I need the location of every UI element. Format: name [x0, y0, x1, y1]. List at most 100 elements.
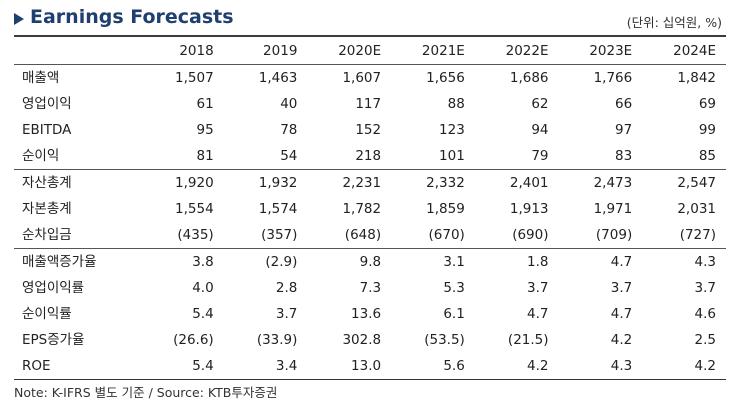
- column-header: 2019: [223, 37, 308, 65]
- table-cell: 3.7: [694, 280, 716, 296]
- row-label: 자산총계: [22, 175, 72, 191]
- table-cell: 79: [474, 143, 559, 170]
- column-header: [14, 37, 140, 65]
- table-cell: 94: [531, 122, 549, 138]
- table-cell: 3.7: [275, 306, 298, 322]
- table-cell: (709): [558, 222, 643, 249]
- table-cell: 5.4: [140, 353, 224, 380]
- table-cell: 2.8: [275, 280, 298, 296]
- table-cell: 40: [280, 96, 298, 112]
- earnings-table: 2018 2019 2020E 2021E 2022E 2023E 2024E …: [14, 37, 726, 380]
- table-cell: 3.7: [527, 280, 549, 296]
- table-cell: 123: [439, 122, 465, 138]
- row-label: EPS증가율: [22, 332, 85, 348]
- header: Earnings Forecasts (단위: 십억원, %): [14, 4, 726, 34]
- table-row: 순이익 81 54 218 101 79 83 85: [14, 143, 726, 170]
- table-cell: 1,686: [509, 70, 549, 86]
- table-cell: 5.6: [391, 353, 475, 380]
- table-row: ROE 5.4 3.4 13.0 5.6 4.2 4.3 4.2: [14, 353, 726, 380]
- table-cell: 1,932: [258, 175, 298, 191]
- row-label: 매출액: [22, 70, 60, 86]
- table-cell: 61: [196, 96, 214, 112]
- column-header: 2020E: [307, 37, 392, 65]
- table-cell: 4.7: [610, 306, 633, 322]
- table-cell: 1,859: [426, 201, 465, 217]
- table-cell: 117: [355, 96, 382, 112]
- table-cell: 66: [615, 96, 633, 112]
- table-row: 자산총계 1,920 1,932 2,231 2,332 2,401 2,473 2,547: [14, 170, 726, 197]
- table-cell: 7.3: [359, 280, 382, 296]
- table-cell: (435): [140, 222, 224, 249]
- unit-label: (단위: 십억원, %): [626, 15, 722, 30]
- table-cell: 1,766: [593, 70, 633, 86]
- table-cell: 54: [223, 143, 308, 170]
- table-cell: 302.8: [342, 332, 382, 348]
- table-cell: 95: [196, 122, 214, 138]
- table-row: 영업이익 61 40 117 88 62 66 69: [14, 91, 726, 117]
- table-cell: 1,913: [509, 201, 549, 217]
- table-cell: 1,463: [258, 70, 298, 86]
- table-cell: 69: [698, 96, 716, 112]
- table-cell: (648): [307, 222, 392, 249]
- table-cell: 1,971: [593, 201, 633, 217]
- triangle-marker-icon: [14, 13, 24, 25]
- table-cell: 1,842: [677, 70, 716, 86]
- table-row: EBITDA 95 78 152 123 94 97 99: [14, 117, 726, 143]
- row-label: 영업이익: [22, 96, 72, 112]
- table-cell: 1,574: [258, 201, 298, 217]
- table-cell: (53.5): [424, 332, 465, 348]
- table-cell: 1,607: [342, 70, 382, 86]
- table-cell: 1,507: [175, 70, 214, 86]
- table-cell: (26.6): [173, 332, 214, 348]
- table-cell: 99: [698, 122, 716, 138]
- table-cell: 4.0: [192, 280, 214, 296]
- table-cell: 152: [355, 122, 382, 138]
- page-title: Earnings Forecasts: [30, 6, 234, 28]
- table-cell: 1,782: [342, 201, 382, 217]
- table-cell: 13.0: [307, 353, 392, 380]
- table-cell: 4.3: [558, 353, 643, 380]
- row-label: 순이익: [14, 143, 140, 170]
- table-row: 매출액증가율 3.8 (2.9) 9.8 3.1 1.8 4.7 4.3: [14, 249, 726, 276]
- table-cell: 1,920: [175, 175, 214, 191]
- table-cell: (670): [391, 222, 475, 249]
- column-header: 2023E: [558, 37, 643, 65]
- table-cell: 5.3: [443, 280, 465, 296]
- table-cell: 3.1: [443, 254, 465, 270]
- table-header-row: 2018 2019 2020E 2021E 2022E 2023E 2024E: [14, 37, 726, 65]
- table-row: 순이익률 5.4 3.7 13.6 6.1 4.7 4.7 4.6: [14, 301, 726, 327]
- table-cell: 9.8: [359, 254, 382, 270]
- table-cell: 2,401: [509, 175, 549, 191]
- table-cell: 1,656: [426, 70, 465, 86]
- table-cell: 2.5: [694, 332, 716, 348]
- table-cell: (727): [642, 222, 726, 249]
- table-cell: (21.5): [507, 332, 549, 348]
- table-cell: 4.6: [694, 306, 716, 322]
- table-row: 자본총계 1,554 1,574 1,782 1,859 1,913 1,971 2,031: [14, 196, 726, 222]
- column-header: 2024E: [642, 37, 726, 65]
- table-cell: 85: [642, 143, 726, 170]
- table-cell: 3.4: [223, 353, 308, 380]
- table-row: 매출액 1,507 1,463 1,607 1,656 1,686 1,766 1,842: [14, 65, 726, 92]
- table-cell: 2,547: [677, 175, 716, 191]
- row-label: 순차입금: [14, 222, 140, 249]
- table-cell: 1.8: [527, 254, 549, 270]
- table-cell: 78: [280, 122, 298, 138]
- row-label: 영업이익률: [22, 280, 85, 296]
- table-cell: 4.2: [474, 353, 559, 380]
- table-cell: 62: [531, 96, 549, 112]
- table-cell: 6.1: [443, 306, 465, 322]
- row-label: 자본총계: [22, 201, 72, 217]
- table-cell: 88: [447, 96, 465, 112]
- table-cell: 3.7: [610, 280, 633, 296]
- table-cell: 97: [615, 122, 633, 138]
- table-cell: 5.4: [192, 306, 214, 322]
- footnote: Note: K-IFRS 별도 기준 / Source: KTB투자증권: [14, 385, 278, 400]
- table-cell: 2,473: [593, 175, 633, 191]
- row-label: 순이익률: [22, 306, 72, 322]
- table-cell: 81: [140, 143, 224, 170]
- table-cell: (690): [474, 222, 559, 249]
- table-cell: 101: [391, 143, 475, 170]
- table-cell: 218: [307, 143, 392, 170]
- table-cell: (33.9): [256, 332, 298, 348]
